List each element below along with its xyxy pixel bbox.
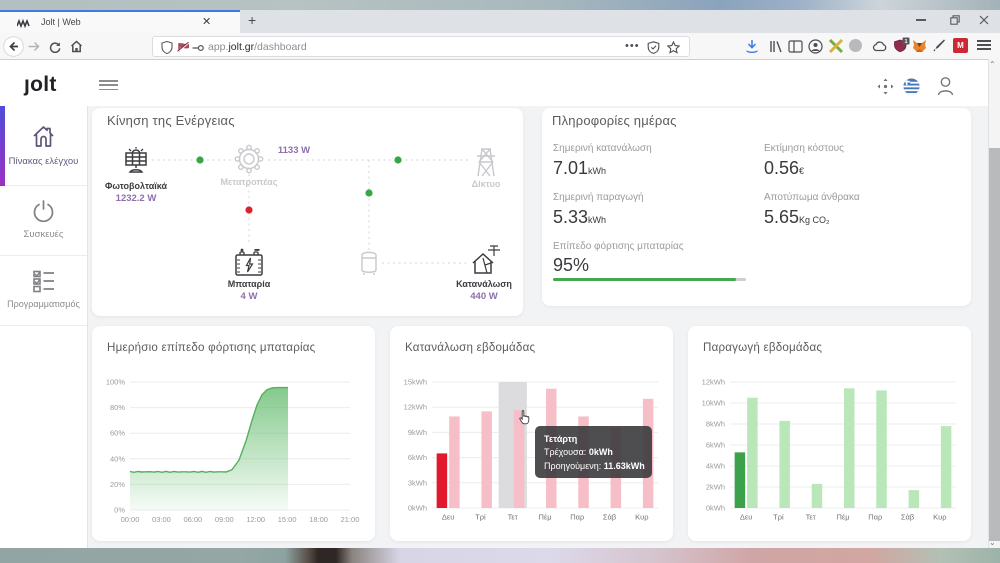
- svg-text:Τρί: Τρί: [773, 513, 784, 522]
- svg-text:80%: 80%: [110, 403, 125, 412]
- svg-text:Τετ: Τετ: [508, 513, 518, 522]
- svg-text:Δευ: Δευ: [442, 513, 454, 522]
- svg-text:60%: 60%: [110, 429, 125, 438]
- svg-text:Δευ: Δευ: [740, 513, 752, 522]
- svg-text:12kWh: 12kWh: [404, 403, 427, 412]
- svg-text:Παρ: Παρ: [868, 513, 882, 522]
- svg-text:20%: 20%: [110, 480, 125, 489]
- svg-text:0kWh: 0kWh: [706, 504, 725, 513]
- svg-text:Πέμ: Πέμ: [538, 513, 551, 522]
- svg-text:Κυρ: Κυρ: [933, 513, 946, 522]
- svg-text:1: 1: [904, 39, 907, 45]
- svg-text:440 W: 440 W: [470, 291, 497, 302]
- svg-text:00:00: 00:00: [121, 515, 140, 524]
- svg-text:06:00: 06:00: [183, 515, 202, 524]
- svg-text:Μετατροπέας: Μετατροπέας: [220, 177, 277, 187]
- svg-text:15kWh: 15kWh: [404, 378, 427, 387]
- svg-text:21:00: 21:00: [341, 515, 360, 524]
- svg-text:1232.2 W: 1232.2 W: [116, 193, 157, 204]
- svg-text:18:00: 18:00: [309, 515, 328, 524]
- svg-text:1133 W: 1133 W: [278, 145, 310, 156]
- svg-text:9kWh: 9kWh: [408, 428, 427, 437]
- svg-text:0%: 0%: [114, 506, 125, 515]
- svg-text:Φωτοβολταϊκά: Φωτοβολταϊκά: [105, 181, 168, 191]
- svg-text:6kWh: 6kWh: [408, 453, 427, 462]
- svg-text:8kWh: 8kWh: [706, 420, 725, 429]
- svg-text:Δίκτυο: Δίκτυο: [472, 179, 501, 189]
- svg-text:Πέμ: Πέμ: [836, 513, 849, 522]
- svg-text:Σάβ: Σάβ: [603, 513, 617, 522]
- svg-text:Παρ: Παρ: [570, 513, 584, 522]
- svg-text:0kWh: 0kWh: [408, 504, 427, 513]
- svg-text:6kWh: 6kWh: [706, 441, 725, 450]
- svg-text:10kWh: 10kWh: [702, 399, 725, 408]
- svg-text:Κατανάλωση: Κατανάλωση: [456, 279, 512, 289]
- svg-text:2kWh: 2kWh: [706, 483, 725, 492]
- svg-text:15:00: 15:00: [278, 515, 297, 524]
- svg-text:Τετ: Τετ: [806, 513, 816, 522]
- svg-text:Τρί: Τρί: [475, 513, 486, 522]
- svg-text:3kWh: 3kWh: [408, 478, 427, 487]
- svg-text:12:00: 12:00: [246, 515, 265, 524]
- svg-text:Μπαταρία: Μπαταρία: [228, 279, 271, 289]
- svg-text:4 W: 4 W: [241, 291, 258, 302]
- svg-text:09:00: 09:00: [215, 515, 234, 524]
- svg-text:Σάβ: Σάβ: [901, 513, 915, 522]
- svg-text:100%: 100%: [106, 378, 126, 387]
- svg-text:03:00: 03:00: [152, 515, 171, 524]
- svg-text:12kWh: 12kWh: [702, 378, 725, 387]
- svg-text:40%: 40%: [110, 454, 125, 463]
- svg-text:4kWh: 4kWh: [706, 462, 725, 471]
- svg-text:Κυρ: Κυρ: [635, 513, 648, 522]
